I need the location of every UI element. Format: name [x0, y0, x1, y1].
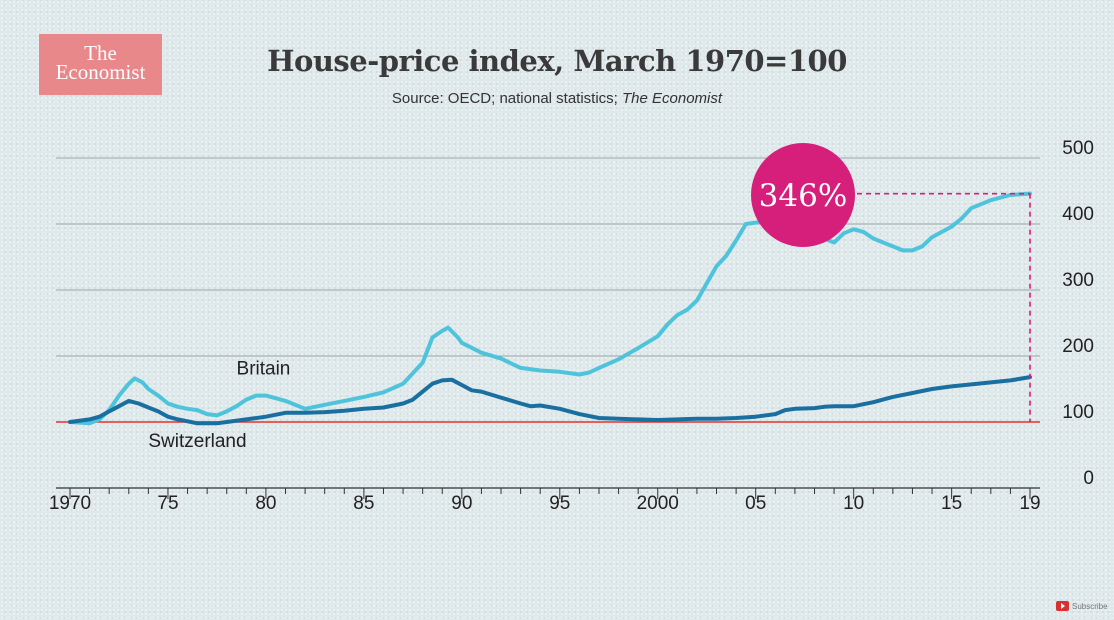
x-tick-label-95: 95 [549, 493, 570, 514]
x-tick-label-90: 90 [451, 493, 472, 514]
x-tick-label-1970: 1970 [49, 493, 91, 514]
x-tick-label-10: 10 [843, 493, 864, 514]
series-line-britain [68, 191, 1032, 426]
x-tick-label-2000: 2000 [637, 493, 679, 514]
x-tick-label-05: 05 [745, 493, 766, 514]
y-tick-label-200: 200 [1062, 336, 1094, 357]
economist-logo: The Economist [39, 34, 162, 95]
logo-line-1: The [84, 41, 117, 65]
x-axis: 1970 75 80 85 90 95 2000 05 10 15 19 [49, 487, 1041, 514]
source-italic: The Economist [622, 90, 723, 107]
gridlines [56, 157, 1040, 357]
chart-source: Source: OECD; national statistics; The E… [0, 90, 1114, 107]
subscribe-label: Subscribe [1072, 601, 1108, 611]
logo-line-2: Economist [55, 60, 146, 84]
source-text: Source: OECD; national statistics; [391, 90, 623, 107]
y-axis-labels: 0 100 200 300 400 500 [1062, 138, 1094, 489]
x-tick-label-19: 19 [1019, 493, 1040, 514]
play-icon [1056, 601, 1069, 611]
annotation: 346% [751, 143, 1031, 422]
series-group: Britain Switzerland [68, 191, 1032, 452]
subscribe-badge[interactable]: Subscribe [1056, 598, 1108, 614]
annotation-badge-label: 346% [759, 178, 848, 214]
x-tick-label-80: 80 [255, 493, 276, 514]
y-tick-label-500: 500 [1062, 138, 1094, 159]
x-tick-label-85: 85 [353, 493, 374, 514]
series-label-switzerland: Switzerland [148, 431, 246, 452]
series-label-britain: Britain [237, 358, 291, 379]
series-line-switzerland [68, 375, 1032, 426]
x-tick-label-15: 15 [941, 493, 962, 514]
chart-title: House-price index, March 1970=100 [267, 44, 847, 78]
y-tick-label-400: 400 [1062, 204, 1094, 225]
annotation-badge [751, 143, 855, 247]
x-tick-label-75: 75 [157, 493, 178, 514]
y-tick-label-100: 100 [1062, 402, 1094, 423]
y-tick-label-300: 300 [1062, 270, 1094, 291]
y-tick-label-0: 0 [1083, 468, 1094, 489]
